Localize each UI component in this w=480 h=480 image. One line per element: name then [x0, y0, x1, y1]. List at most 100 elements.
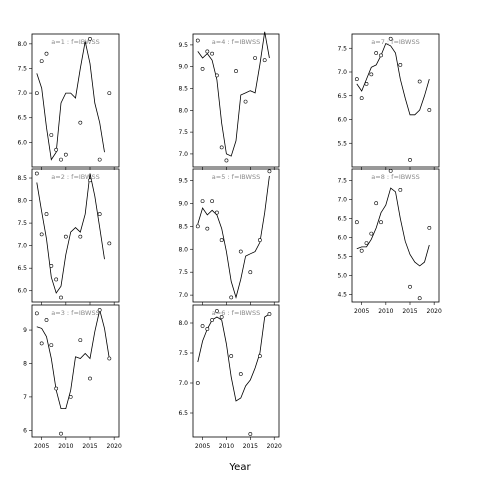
- data-point: [195, 38, 200, 43]
- panel-title: a=2 : f=IBWSS: [51, 173, 99, 181]
- y-tick-label: 6: [23, 427, 27, 434]
- data-point: [49, 264, 54, 268]
- data-point: [219, 238, 224, 242]
- fit-line: [36, 309, 110, 409]
- x-tick-label: 2005: [34, 443, 49, 450]
- data-point: [408, 284, 412, 289]
- x-tick-label: 2015: [402, 308, 417, 315]
- y-tick-label: 5.5: [337, 253, 347, 260]
- y-tick-label: 4.5: [337, 291, 347, 298]
- y-tick-label: 9.5: [178, 177, 188, 184]
- panel-frame: [31, 33, 120, 168]
- data-point: [54, 277, 59, 282]
- panel-frame: [31, 304, 120, 438]
- data-point: [398, 62, 403, 67]
- fit-line: [36, 173, 105, 294]
- data-point: [205, 327, 210, 331]
- panel-a2: a=2 : f=IBWSS 6.0 6.5 7.0 7.5 8.0 8.5: [17, 168, 120, 305]
- y-tick-label: 8.0: [178, 320, 188, 327]
- data-point: [262, 58, 267, 63]
- data-point: [214, 73, 219, 78]
- y-tick-label: 9.0: [178, 64, 188, 71]
- data-point: [257, 354, 262, 358]
- data-point: [267, 169, 272, 174]
- data-point: [248, 270, 253, 275]
- data-point: [224, 158, 229, 163]
- data-point: [49, 343, 54, 348]
- panel-title: a=4 : f=IBWSS: [212, 38, 260, 46]
- data-point: [388, 168, 393, 173]
- data-point: [49, 133, 54, 137]
- panel-frame: [351, 168, 440, 303]
- data-point: [398, 187, 403, 192]
- data-point: [210, 51, 215, 56]
- data-point: [97, 157, 102, 162]
- data-point: [238, 249, 243, 254]
- data-point: [88, 376, 92, 381]
- panel-frame: [351, 33, 440, 168]
- y-tick-label: 8.5: [17, 175, 27, 182]
- panel-a4: a=4 : f=IBWSS 7.0 7.5 8.0 8.5 9.0 9.5: [178, 31, 280, 170]
- data-point: [417, 296, 422, 301]
- y-tick-label: 8.5: [178, 223, 188, 230]
- fit-line: [36, 41, 105, 161]
- panel-a1: a=1 : f=IBWSS 6.0 6.5 7.0 7.5 8.0: [17, 33, 120, 170]
- data-point: [195, 224, 200, 229]
- y-tick-label: 5.5: [337, 140, 347, 147]
- fit-line: [356, 42, 430, 116]
- y-tick-label: 7.5: [178, 350, 188, 357]
- x-tick-label: 2010: [219, 443, 234, 450]
- data-point: [229, 295, 234, 300]
- y-tick-label: 7.5: [337, 45, 347, 52]
- data-point: [97, 212, 102, 216]
- data-point: [200, 324, 205, 328]
- x-tick-label: 2020: [107, 443, 122, 450]
- data-point: [257, 238, 262, 242]
- data-point: [248, 432, 253, 436]
- x-axis-label: Year: [228, 462, 251, 473]
- data-point: [408, 157, 412, 162]
- data-point: [364, 81, 369, 86]
- data-point: [229, 354, 234, 358]
- x-tick-label: 2010: [378, 308, 393, 315]
- data-point: [88, 178, 92, 183]
- data-point: [44, 212, 49, 216]
- data-point: [379, 220, 383, 225]
- data-point: [219, 145, 224, 150]
- fit-line: [197, 175, 270, 299]
- panel-frame: [192, 168, 280, 303]
- data-point: [379, 53, 383, 58]
- data-point: [427, 108, 432, 112]
- y-tick-label: 7: [23, 394, 27, 401]
- data-point: [369, 231, 374, 236]
- y-tick-label: 7.5: [337, 177, 347, 184]
- panel-a6: a=6 : f=IBWSS 6.5 7.0 7.5 8.0 2005 2010 2015 202…: [178, 304, 282, 450]
- y-tick-label: 9: [23, 327, 27, 334]
- y-tick-label: 8.0: [178, 246, 188, 253]
- y-tick-label: 7.0: [178, 380, 188, 387]
- y-tick-label: 7.0: [178, 151, 188, 158]
- data-point: [44, 318, 49, 322]
- fit-line: [197, 31, 270, 157]
- data-point: [97, 308, 102, 312]
- data-point: [427, 225, 432, 230]
- data-point: [44, 51, 49, 56]
- data-point: [107, 356, 112, 361]
- data-point: [54, 386, 59, 391]
- y-tick-label: 8: [23, 360, 27, 367]
- x-tick-label: 2020: [427, 308, 442, 315]
- data-point: [78, 338, 83, 342]
- data-point: [214, 210, 219, 215]
- panel-a3: a=3 : f=IBWSS 6 7 8 9 2005 2010 2015 2020: [23, 304, 122, 450]
- data-point: [214, 309, 219, 313]
- data-point: [107, 241, 112, 246]
- y-tick-label: 8.0: [17, 198, 27, 205]
- y-tick-label: 9.0: [178, 200, 188, 207]
- data-point: [59, 431, 63, 436]
- y-tick-label: 7.0: [337, 196, 347, 203]
- y-tick-label: 6.0: [17, 139, 27, 146]
- data-point: [195, 381, 200, 385]
- data-point: [63, 152, 68, 157]
- panel-title: a=7 : f=IBWSS: [371, 38, 419, 46]
